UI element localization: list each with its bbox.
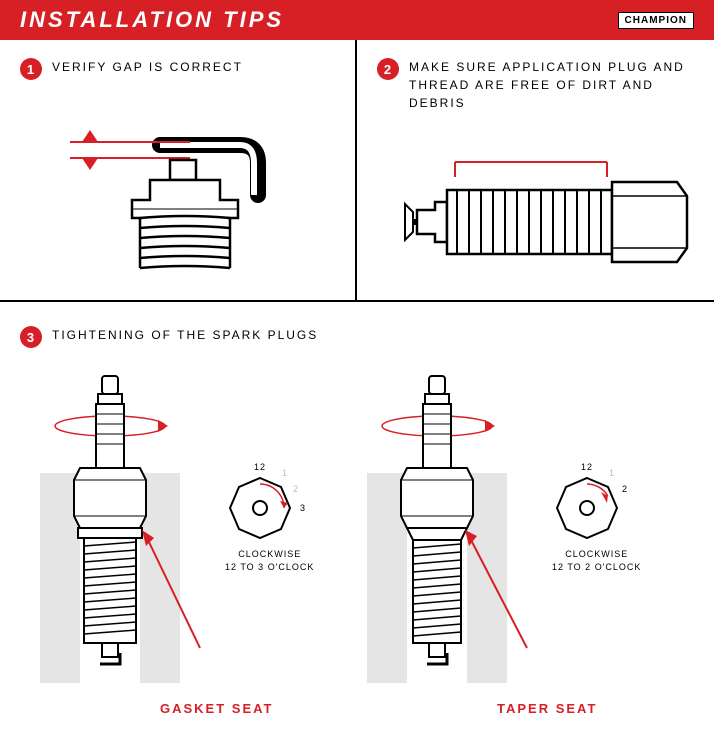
gap-diagram (20, 100, 337, 280)
brand-logo: CHAMPION (618, 12, 694, 29)
hour-3: 3 (300, 503, 306, 513)
tightening-row: 12 1 2 3 CLOCKWISE 12 TO 3 O'CLOCK GASKE… (20, 368, 694, 728)
hour-1: 1 (609, 468, 615, 478)
clock-instruction: CLOCKWISE 12 TO 2 O'CLOCK (552, 548, 641, 573)
step-number-badge: 1 (20, 58, 42, 80)
seat-type-label: GASKET SEAT (160, 701, 274, 716)
step-number-badge: 2 (377, 58, 399, 80)
clock-instruction: CLOCKWISE 12 TO 3 O'CLOCK (225, 548, 314, 573)
hour-12: 12 (581, 462, 593, 472)
panel-step-2: 2 Make sure application plug and thread … (357, 40, 714, 300)
top-row: 1 Verify gap is correct (0, 40, 714, 302)
step-number-badge: 3 (20, 326, 42, 348)
step-text: Tightening of the spark plugs (52, 326, 318, 344)
seat-type-label: TAPER SEAT (497, 701, 597, 716)
gasket-seat-group: 12 1 2 3 CLOCKWISE 12 TO 3 O'CLOCK GASKE… (30, 368, 357, 728)
taper-plug-diagram (357, 368, 707, 698)
hour-1: 1 (282, 468, 288, 478)
panel-step-1: 1 Verify gap is correct (0, 40, 357, 300)
step-header: 1 Verify gap is correct (20, 58, 335, 80)
step-text: Verify gap is correct (52, 58, 243, 76)
hour-2: 2 (293, 484, 299, 494)
hour-12: 12 (254, 462, 266, 472)
panel-step-3: 3 Tightening of the spark plugs (0, 302, 714, 748)
step-text: Make sure application plug and thread ar… (409, 58, 694, 112)
hour-2: 2 (622, 484, 628, 494)
header-bar: INSTALLATION TIPS CHAMPION (0, 0, 714, 40)
taper-seat-group: 12 1 2 CLOCKWISE 12 TO 2 O'CLOCK TAPER S… (357, 368, 684, 728)
gasket-plug-diagram (30, 368, 380, 698)
page-title: INSTALLATION TIPS (20, 7, 284, 33)
thread-diagram (377, 132, 694, 302)
step-header: 2 Make sure application plug and thread … (377, 58, 694, 112)
step-header: 3 Tightening of the spark plugs (20, 326, 694, 348)
